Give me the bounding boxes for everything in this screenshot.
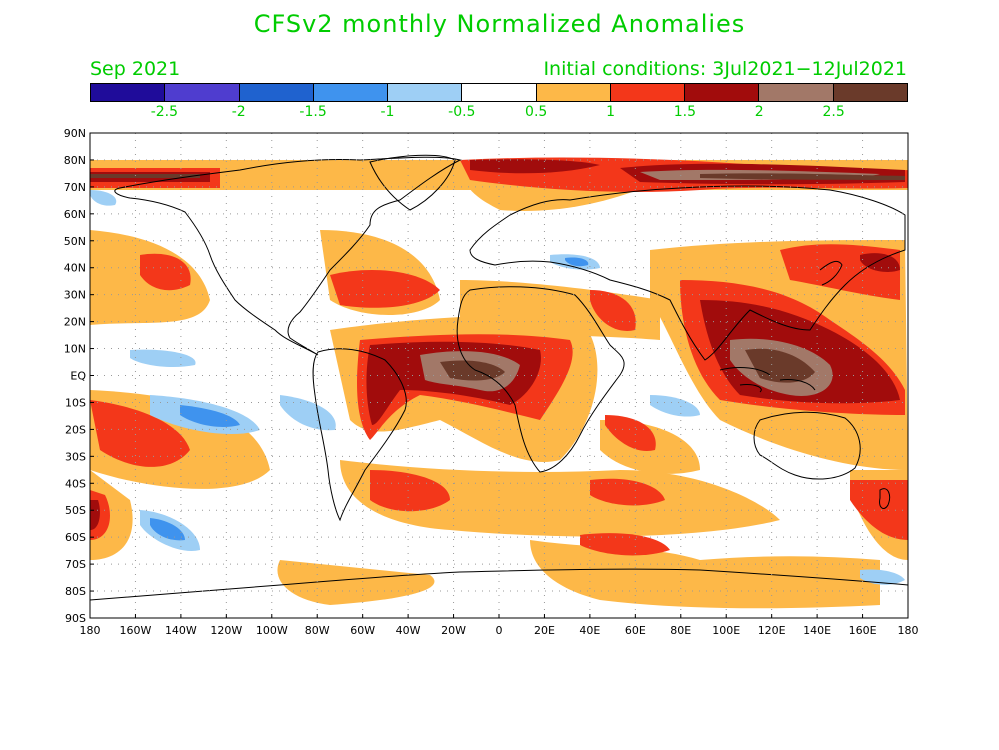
longitude-label: 40W <box>396 624 421 637</box>
latitude-label: 10S <box>65 396 86 409</box>
antarctica-outline <box>90 568 908 601</box>
latitude-label: 10N <box>64 343 86 356</box>
colorbar-tick-label: -2 <box>231 104 246 120</box>
longitude-label: 100E <box>712 624 740 637</box>
new-zealand-outline <box>879 488 891 509</box>
colorbar-segment <box>685 84 760 101</box>
colorbar-tick-label: 1.5 <box>673 104 697 120</box>
colorbar-segment <box>833 84 907 101</box>
colorbar-tick-label: 2 <box>754 104 764 120</box>
north-america-outline <box>114 156 462 356</box>
africa-outline <box>456 286 625 473</box>
longitude-label: 120E <box>758 624 786 637</box>
latitude-label: 70N <box>64 181 86 194</box>
longitude-label: 140W <box>165 624 197 637</box>
latitude-label: 90N <box>64 127 86 140</box>
indonesia-outline <box>719 367 816 393</box>
latitude-label: 80N <box>64 154 86 167</box>
colorbar-tick-label: -1.5 <box>299 104 327 120</box>
colorbar-tick-label: 1 <box>606 104 615 120</box>
latitude-axis: 90N 80N 70N 60N 50N 40N 30N 20N 10N EQ 10S 20S 30S 40… <box>64 127 94 625</box>
latitude-label: 50S <box>65 504 86 517</box>
colorbar-tick-label: -0.5 <box>448 104 476 120</box>
colorbar-segment <box>239 84 314 101</box>
latitude-label: EQ <box>70 370 86 383</box>
longitude-label: 0 <box>496 624 503 637</box>
longitude-label: 100W <box>256 624 288 637</box>
europe-asia-outline <box>469 185 906 361</box>
latitude-label: 30N <box>64 289 86 302</box>
longitude-label: 180 <box>80 624 101 637</box>
longitude-label: 180 <box>898 624 919 637</box>
anomaly-field <box>90 157 908 609</box>
longitude-label: 80E <box>670 624 691 637</box>
colorbar-tick-label: 2.5 <box>822 104 845 120</box>
colorbar-segment <box>759 84 834 101</box>
anomaly-band-above-2.5 <box>90 173 905 383</box>
south-america-outline <box>312 348 407 522</box>
longitude-label: 160W <box>120 624 152 637</box>
longitude-label: 60W <box>350 624 375 637</box>
initial-conditions: Initial conditions: 3Jul2021−12Jul2021 <box>543 58 907 80</box>
latitude-label: 90S <box>65 612 86 625</box>
latitude-label: 80S <box>65 585 86 598</box>
latitude-label: 40N <box>64 262 86 275</box>
anomaly-band-negative-mid <box>150 257 589 541</box>
forecast-month: Sep 2021 <box>90 58 181 80</box>
longitude-label: 60E <box>625 624 646 637</box>
latitude-label: 50N <box>64 235 86 248</box>
colorbar-segment <box>388 84 463 101</box>
latitude-label: 60N <box>64 208 86 221</box>
longitude-label: 80W <box>305 624 330 637</box>
latitude-label: 30S <box>65 450 86 463</box>
longitude-label: 120W <box>210 624 242 637</box>
longitude-label: 40E <box>579 624 600 637</box>
colorbar-segment <box>610 84 686 101</box>
latitude-label: 70S <box>65 558 86 571</box>
colorbar-tick-label: -2.5 <box>150 104 179 120</box>
latitude-label: 40S <box>65 477 86 490</box>
longitude-label: 20E <box>534 624 555 637</box>
longitude-axis: 180 160W 140W 120W 100W 80W 60W 40W 20W 0 20E 40E 60… <box>80 614 919 637</box>
colorbar-segment <box>91 84 166 101</box>
colorbar-tick-label: -1 <box>380 104 395 120</box>
latitude-label: 20S <box>65 423 86 436</box>
coastlines <box>90 154 908 601</box>
colorbar-segment <box>536 84 611 101</box>
australia-outline <box>753 411 861 480</box>
greenland-outline <box>369 154 456 211</box>
japan-outline <box>819 260 843 286</box>
latitude-label: 60S <box>65 531 86 544</box>
colorbar-segment <box>165 84 240 101</box>
colorbar-tick-label: 0.5 <box>525 104 548 120</box>
colorbar-segment <box>462 84 537 101</box>
longitude-label: 160E <box>849 624 877 637</box>
chart-title: CFSv2 monthly Normalized Anomalies <box>253 10 746 38</box>
colorbar-segment <box>313 84 389 101</box>
longitude-label: 20W <box>441 624 466 637</box>
latitude-label: 20N <box>64 316 86 329</box>
color-scale-bar <box>90 83 908 102</box>
longitude-label: 140E <box>803 624 831 637</box>
